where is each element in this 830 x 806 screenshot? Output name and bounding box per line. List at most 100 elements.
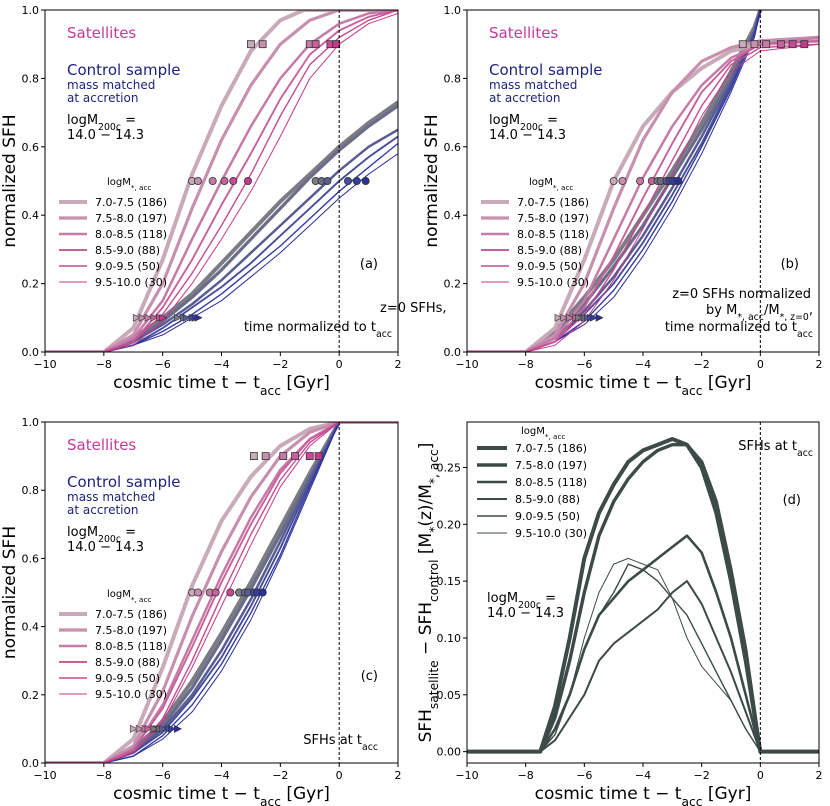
note-line-part: acc xyxy=(362,742,378,753)
x-axis-label-part: acc xyxy=(260,795,281,806)
note-line-part: *, acc xyxy=(737,312,764,323)
marker-t90 xyxy=(249,452,258,461)
y-tick-label: 0.4 xyxy=(444,209,462,222)
marker-t10 xyxy=(575,313,584,322)
x-tick-label: −8 xyxy=(518,358,534,371)
y-axis-label: normalized SFH xyxy=(422,114,442,247)
halo-mass-range: 14.0 − 14.3 xyxy=(489,128,566,143)
y-tick-label: 0.8 xyxy=(444,72,462,85)
x-tick-label: 0 xyxy=(757,769,764,782)
marker-t10 xyxy=(595,313,604,322)
halo-mass-label: logM200c = xyxy=(489,113,558,133)
control-sub-label: at accretion xyxy=(489,91,560,105)
x-tick-label: −4 xyxy=(213,358,229,371)
legend-title-part: logM xyxy=(107,589,131,600)
marker-t50 xyxy=(323,176,332,185)
control-sub-label: mass matched xyxy=(67,490,155,504)
marker-t10 xyxy=(135,724,144,733)
halo-mass-label-part: logM xyxy=(67,525,98,540)
x-axis-label-part: [Gyr] xyxy=(702,373,751,393)
control-sub-label: at accretion xyxy=(67,91,138,105)
x-axis-label-part: [Gyr] xyxy=(281,373,330,393)
panel-tag: (a) xyxy=(360,257,378,272)
marker-t10 xyxy=(150,313,159,322)
marker-t10 xyxy=(168,724,177,733)
note-line-part: *, z=0 xyxy=(780,312,809,323)
satellite-series-line xyxy=(45,422,398,763)
x-tick-label: −8 xyxy=(96,358,112,371)
x-tick-label: −4 xyxy=(635,358,651,371)
satellite-series-line xyxy=(45,12,398,352)
x-axis-label: cosmic time t − tacc [Gyr] xyxy=(113,784,330,806)
legend-entry: 8.5-9.0 (88) xyxy=(95,656,160,669)
panel-b: −10 −8 −6 −4 −2 0 2 0.0 0.2 0.4 0.6 0.8 1.0 cosmic ti… xyxy=(422,4,823,398)
marker-t50 xyxy=(361,176,370,185)
halo-mass-label-part: logM xyxy=(487,591,518,606)
x-tick-label: −2 xyxy=(694,769,710,782)
halo-mass-label-part: logM xyxy=(489,113,520,128)
satellites-label: Satellites xyxy=(67,24,136,42)
legend-entry: 9.5-10.0 (30) xyxy=(95,688,167,701)
x-tick-label: −8 xyxy=(518,769,534,782)
note-line-part: time normalized to t xyxy=(244,320,376,335)
x-axis-label-part: acc xyxy=(260,384,281,398)
x-tick-label: −2 xyxy=(272,358,288,371)
y-axis-label-part: normalized SFH xyxy=(422,114,442,247)
marker-t90 xyxy=(258,40,267,49)
marker-t10 xyxy=(129,724,138,733)
legend-entry: 8.5-9.0 (88) xyxy=(95,244,160,257)
y-tick-label: 0.20 xyxy=(437,518,462,531)
axes-frame xyxy=(466,9,820,353)
marker-t50 xyxy=(343,176,352,185)
x-axis-label-part: cosmic time t − t xyxy=(535,373,682,393)
panel-tag: (c) xyxy=(361,669,378,684)
marker-t50 xyxy=(674,176,683,185)
y-axis-label-part: M xyxy=(416,484,436,499)
x-axis-label-part: cosmic time t − t xyxy=(113,784,260,804)
marker-t10 xyxy=(194,313,203,322)
legend-entry: 7.5-8.0 (197) xyxy=(517,212,589,225)
y-axis-label-part: * xyxy=(427,527,441,533)
control-label: Control sample xyxy=(67,473,181,491)
y-axis-label-part: *, acc xyxy=(427,449,441,484)
y-axis-label-part: normalized SFH xyxy=(0,526,20,659)
y-axis-label-part: (z)/ xyxy=(416,498,436,526)
y-tick-label: 0.8 xyxy=(22,484,40,497)
x-tick-label: 2 xyxy=(395,358,402,371)
legend-entry: 8.0-8.5 (118) xyxy=(515,476,587,489)
y-tick-label: 0.0 xyxy=(22,757,40,770)
x-tick-label: 0 xyxy=(336,769,343,782)
marker-t10 xyxy=(182,313,191,322)
halo-mass-range: 14.0 − 14.3 xyxy=(67,128,144,143)
x-axis-label: cosmic time t − tacc [Gyr] xyxy=(113,373,330,398)
y-tick-label: 0.25 xyxy=(437,461,462,474)
x-tick-label: −2 xyxy=(694,358,710,371)
satellite-series-line xyxy=(45,10,398,352)
y-tick-label: 1.0 xyxy=(22,4,40,17)
x-tick-label: −6 xyxy=(155,769,171,782)
marker-t10 xyxy=(159,724,168,733)
satellite-series-line xyxy=(467,36,819,352)
note-line-part: /M xyxy=(764,303,780,318)
marker-t90 xyxy=(738,40,747,49)
panel-tag: (b) xyxy=(781,257,799,272)
halo-mass-label-part: = xyxy=(121,113,136,128)
diff-series-line xyxy=(467,437,819,754)
satellite-series-line xyxy=(467,43,819,352)
x-tick-label: −10 xyxy=(455,769,478,782)
halo-mass-label-part: 200c xyxy=(98,534,121,545)
y-tick-label: 0.10 xyxy=(437,632,462,645)
y-tick-label: 1.0 xyxy=(22,416,40,429)
marker-t50 xyxy=(193,176,202,185)
y-tick-label: 0.4 xyxy=(22,621,40,634)
marker-t10 xyxy=(174,313,183,322)
marker-t50 xyxy=(229,176,238,185)
halo-mass-label-part: 200c xyxy=(520,122,543,133)
legend-entry: 7.5-8.0 (197) xyxy=(95,624,167,637)
y-tick-label: 0.0 xyxy=(444,346,462,359)
control-label: Control sample xyxy=(489,61,603,79)
y-axis-label-part: control xyxy=(427,560,441,602)
legend-entry: 7.5-8.0 (197) xyxy=(515,459,587,472)
marker-t10 xyxy=(589,313,598,322)
legend-entry: 9.5-10.0 (30) xyxy=(515,527,587,540)
